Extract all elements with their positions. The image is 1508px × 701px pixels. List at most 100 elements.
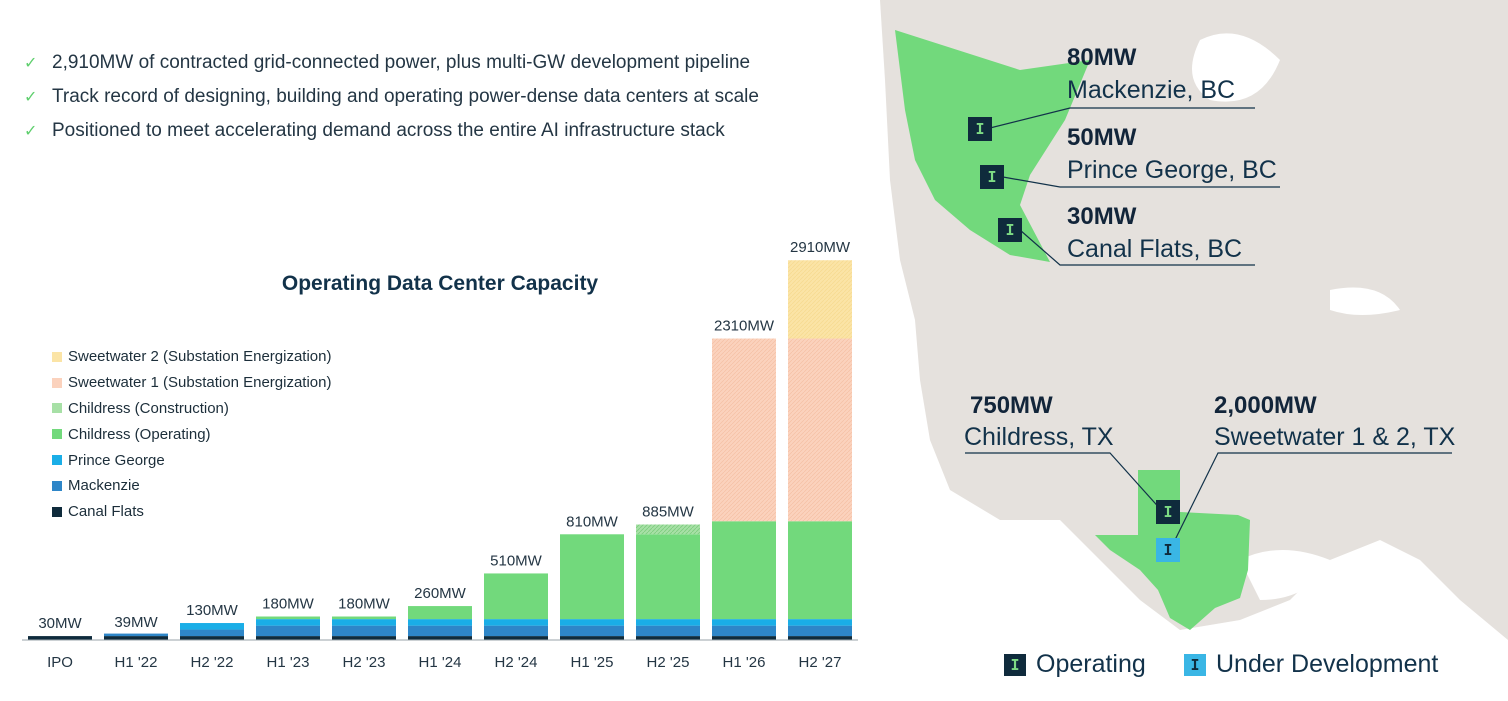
operating-marker-childress[interactable] — [1156, 500, 1180, 524]
operating-marker-canal-flats[interactable] — [998, 218, 1022, 242]
map-panel: I I I I I 80MW Mackenzie, BC 50MW Prince… — [860, 0, 1508, 701]
operating-marker-mackenzie[interactable] — [968, 117, 992, 141]
x-tick-label: H1 '23 — [267, 654, 310, 671]
operating-marker-prince-george[interactable] — [980, 165, 1004, 189]
bar-segment-canal-flats — [712, 636, 776, 640]
legend-swatch — [52, 403, 62, 414]
location-name: Prince George, BC — [1067, 156, 1277, 184]
check-icon: ✓ — [24, 89, 38, 106]
legend-item: Canal Flats — [52, 499, 331, 525]
bar-total-label: 2910MW — [790, 239, 851, 256]
bar-segment-childress-operating — [560, 534, 624, 620]
bar-segment-childress-operating — [636, 534, 700, 620]
marker-glyph: I — [1163, 541, 1172, 559]
development-marker-sweetwater[interactable] — [1156, 538, 1180, 562]
location-name: Mackenzie, BC — [1067, 76, 1236, 104]
location-capacity: 50MW — [1067, 124, 1137, 151]
legend-swatch — [52, 455, 62, 466]
great-lakes — [1330, 287, 1400, 315]
legend-swatch — [52, 480, 62, 491]
location-capacity: 2,000MW — [1214, 392, 1317, 419]
legend-item: Childress (Operating) — [52, 421, 331, 447]
legend-label: Prince George — [68, 451, 165, 469]
highlight-text: Track record of designing, building and … — [52, 86, 759, 107]
location-capacity: 30MW — [1067, 203, 1137, 230]
x-tick-label: IPO — [47, 654, 73, 671]
x-tick-label: H1 '25 — [571, 654, 614, 671]
legend-swatch — [52, 377, 62, 388]
bar-segment-prince-george — [712, 619, 776, 626]
chart-legend: Sweetwater 2 (Substation Energization) Sw… — [52, 344, 331, 525]
bar-segment-canal-flats — [788, 636, 852, 640]
marker-glyph: I — [1163, 503, 1172, 521]
marker-glyph: I — [987, 168, 996, 186]
legend-swatch — [52, 506, 62, 517]
bar-total-label: 810MW — [566, 513, 619, 530]
location-name: Childress, TX — [964, 423, 1114, 451]
check-icon: ✓ — [24, 123, 38, 140]
bar-segment-mackenzie — [636, 625, 700, 637]
bar-segment-prince-george — [560, 619, 624, 626]
bar-segment-prince-george — [180, 623, 244, 630]
bar-segment-mackenzie — [788, 625, 852, 637]
bar-total-label: 180MW — [262, 596, 315, 613]
bar-segment-mackenzie — [104, 633, 168, 637]
bar-segment-canal-flats — [408, 636, 472, 640]
highlight-item: ✓ 2,910MW of contracted grid-connected po… — [24, 46, 759, 80]
highlight-item: ✓ Positioned to meet accelerating demand … — [24, 114, 759, 148]
x-tick-label: H1 '24 — [419, 654, 462, 671]
bar-segment-prince-george — [332, 619, 396, 626]
bar-segment-childress-operating — [256, 616, 320, 620]
location-capacity: 80MW — [1067, 44, 1137, 71]
x-tick-label: H2 '24 — [495, 654, 538, 671]
x-tick-label: H2 '23 — [343, 654, 386, 671]
bar-segment-canal-flats — [560, 636, 624, 640]
bar-segment-childress-operating — [408, 606, 472, 620]
bar-total-label: 2310MW — [714, 318, 775, 335]
bar-segment-prince-george — [484, 619, 548, 626]
bar-segment-mackenzie — [332, 625, 396, 637]
legend-label: Childress (Construction) — [68, 399, 229, 417]
legend-swatch — [52, 429, 62, 440]
legend-label: Mackenzie — [68, 477, 140, 495]
under-development-icon: I — [1184, 653, 1206, 676]
gulf-of-mexico — [1240, 550, 1330, 600]
bar-segment-childress-construction — [636, 524, 700, 535]
x-tick-label: H2 '25 — [647, 654, 690, 671]
bar-segment-canal-flats — [332, 636, 396, 640]
bar-segment-sweetwater-1-substation-energization — [712, 338, 776, 522]
bar-segment-canal-flats — [104, 636, 168, 640]
bar-segment-prince-george — [636, 619, 700, 626]
hudson-bay — [1192, 33, 1280, 102]
bar-segment-sweetwater-1-substation-energization — [788, 338, 852, 522]
capacity-bar-chart: 30MW IPO 39MW H1 '22 130MW H2 '22 180MW H1 '23 1… — [22, 239, 858, 671]
legend-item: Sweetwater 1 (Substation Energization) — [52, 370, 331, 396]
bar-segment-prince-george — [408, 619, 472, 626]
legend-swatch — [52, 351, 62, 362]
legend-item: Sweetwater 2 (Substation Energization) — [52, 344, 331, 370]
x-tick-label: H2 '22 — [191, 654, 234, 671]
x-tick-label: H2 '27 — [799, 654, 842, 671]
map-legend-label: Operating — [1036, 650, 1146, 678]
legend-item: Prince George — [52, 447, 331, 473]
bar-segment-canal-flats — [256, 636, 320, 640]
bar-segment-childress-operating — [788, 521, 852, 620]
location-capacity: 750MW — [970, 392, 1053, 419]
bar-total-label: 39MW — [114, 614, 158, 631]
legend-label: Sweetwater 1 (Substation Energization) — [68, 374, 332, 392]
bar-segment-mackenzie — [408, 625, 472, 637]
bar-segment-mackenzie — [180, 629, 244, 637]
bar-segment-canal-flats — [484, 636, 548, 640]
marker-glyph: I — [975, 120, 984, 138]
bar-segment-prince-george — [788, 619, 852, 626]
map-legend-operating: I Operating — [1004, 650, 1146, 679]
bar-segment-prince-george — [256, 619, 320, 626]
north-america-map: I I I I I — [860, 0, 1508, 701]
bar-total-label: 130MW — [186, 602, 239, 619]
british-columbia-highlight — [895, 30, 1090, 262]
marker-glyph: I — [1005, 221, 1014, 239]
legend-label: Canal Flats — [68, 503, 144, 521]
bar-segment-childress-operating — [712, 521, 776, 620]
bar-segment-childress-operating — [484, 573, 548, 620]
highlight-text: 2,910MW of contracted grid-connected pow… — [52, 52, 751, 73]
